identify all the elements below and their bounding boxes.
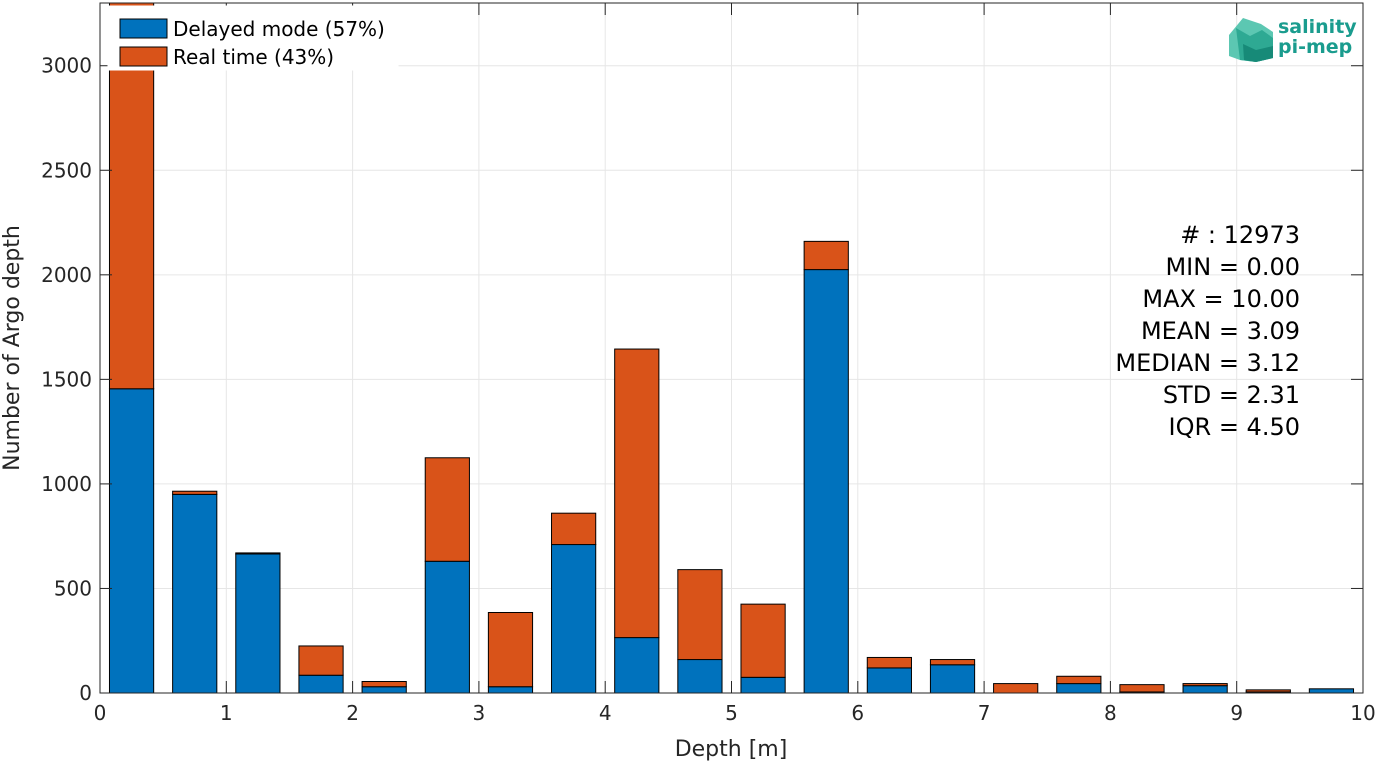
bar-delayed-mode [929,664,976,694]
bar-delayed-mode [614,637,660,694]
bar-real-time [1245,689,1291,693]
x-tick-label: 10 [1350,701,1375,725]
bar-real-time [1182,683,1228,687]
bar-delayed-mode [487,686,534,694]
bar-delayed-mode [108,388,155,694]
x-axis-label: Depth [m] [675,737,788,762]
x-tick-label: 4 [599,701,612,725]
x-axis-ticks: 0 1 2 3 4 5 6 7 8 9 10 [94,3,1376,725]
grid [99,3,1364,694]
bar-delayed-mode [803,269,849,694]
y-tick-label: 1500 [41,367,92,391]
y-tick-label: 1000 [41,472,92,496]
x-tick-label: 6 [851,701,864,725]
bar-delayed-mode [298,674,344,694]
x-tick-label: 9 [1230,701,1243,725]
y-tick-label: 3000 [41,54,92,78]
stat-line: MEAN = 3.09 [1141,317,1300,345]
bar-real-time [803,240,849,271]
bar-delayed-mode [361,686,407,694]
bar-delayed-mode [866,667,912,694]
bar-delayed-mode [1308,688,1355,694]
bar-real-time [614,348,660,639]
stat-line: MIN = 0.00 [1165,253,1300,281]
stat-line: STD = 2.31 [1163,381,1300,409]
y-axis-ticks: 0 500 1000 1500 2000 2500 3000 [41,54,1363,705]
y-axis-label: Number of Argo depth [0,225,25,471]
bar-delayed-mode [1182,685,1228,694]
y-tick-label: 2000 [41,263,92,287]
x-tick-label: 0 [94,701,107,725]
stat-line: IQR = 4.50 [1169,413,1300,441]
logo-text-line1: salinity [1278,16,1357,38]
bar-real-time [1056,675,1102,685]
stat-line: MAX = 10.00 [1142,285,1300,313]
logo-text-line2: pi-mep [1278,36,1352,58]
y-tick-label: 0 [79,681,92,705]
bar-real-time [487,612,534,688]
y-tick-label: 2500 [41,158,92,182]
bar-real-time [740,603,786,678]
bar-real-time [677,569,723,661]
x-tick-label: 2 [346,701,359,725]
bar-delayed-mode [551,544,597,694]
bar-delayed-mode [740,676,786,694]
bar-real-time [866,656,912,669]
bar-real-time [993,683,1039,694]
bar-real-time [235,552,281,555]
x-tick-label: 1 [220,701,233,725]
bar-real-time [424,457,470,562]
x-tick-label: 8 [1104,701,1117,725]
legend: Delayed mode (57%) Real time (43%) [107,5,399,71]
stat-line: MEDIAN = 3.12 [1115,349,1300,377]
bar-delayed-mode [677,659,723,694]
y-tick-label: 500 [54,576,92,600]
x-tick-label: 3 [473,701,486,725]
stat-line: # : 12973 [1180,221,1300,249]
salinity-pi-mep-logo: salinity pi-mep [1229,16,1357,62]
legend-label-real-time: Real time (43%) [173,45,334,69]
bar-delayed-mode [235,553,281,694]
bar-real-time [172,490,218,495]
bar-real-time [361,681,407,688]
bar-delayed-mode [424,560,470,694]
bar-real-time [298,645,344,676]
bar-delayed-mode [172,493,218,694]
statistics-panel: # : 12973 MIN = 0.00 MAX = 10.00 MEAN = 3.0… [1115,221,1300,441]
x-tick-label: 5 [725,701,738,725]
legend-swatch-delayed-mode [119,18,168,39]
bar-delayed-mode [1056,683,1102,694]
wave-logo-icon [1229,18,1273,62]
legend-label-delayed-mode: Delayed mode (57%) [173,17,385,41]
bar-real-time [1119,684,1165,693]
bar-real-time [929,659,976,666]
x-tick-label: 7 [978,701,991,725]
bar-real-time [551,512,597,546]
legend-swatch-real-time [119,46,168,67]
